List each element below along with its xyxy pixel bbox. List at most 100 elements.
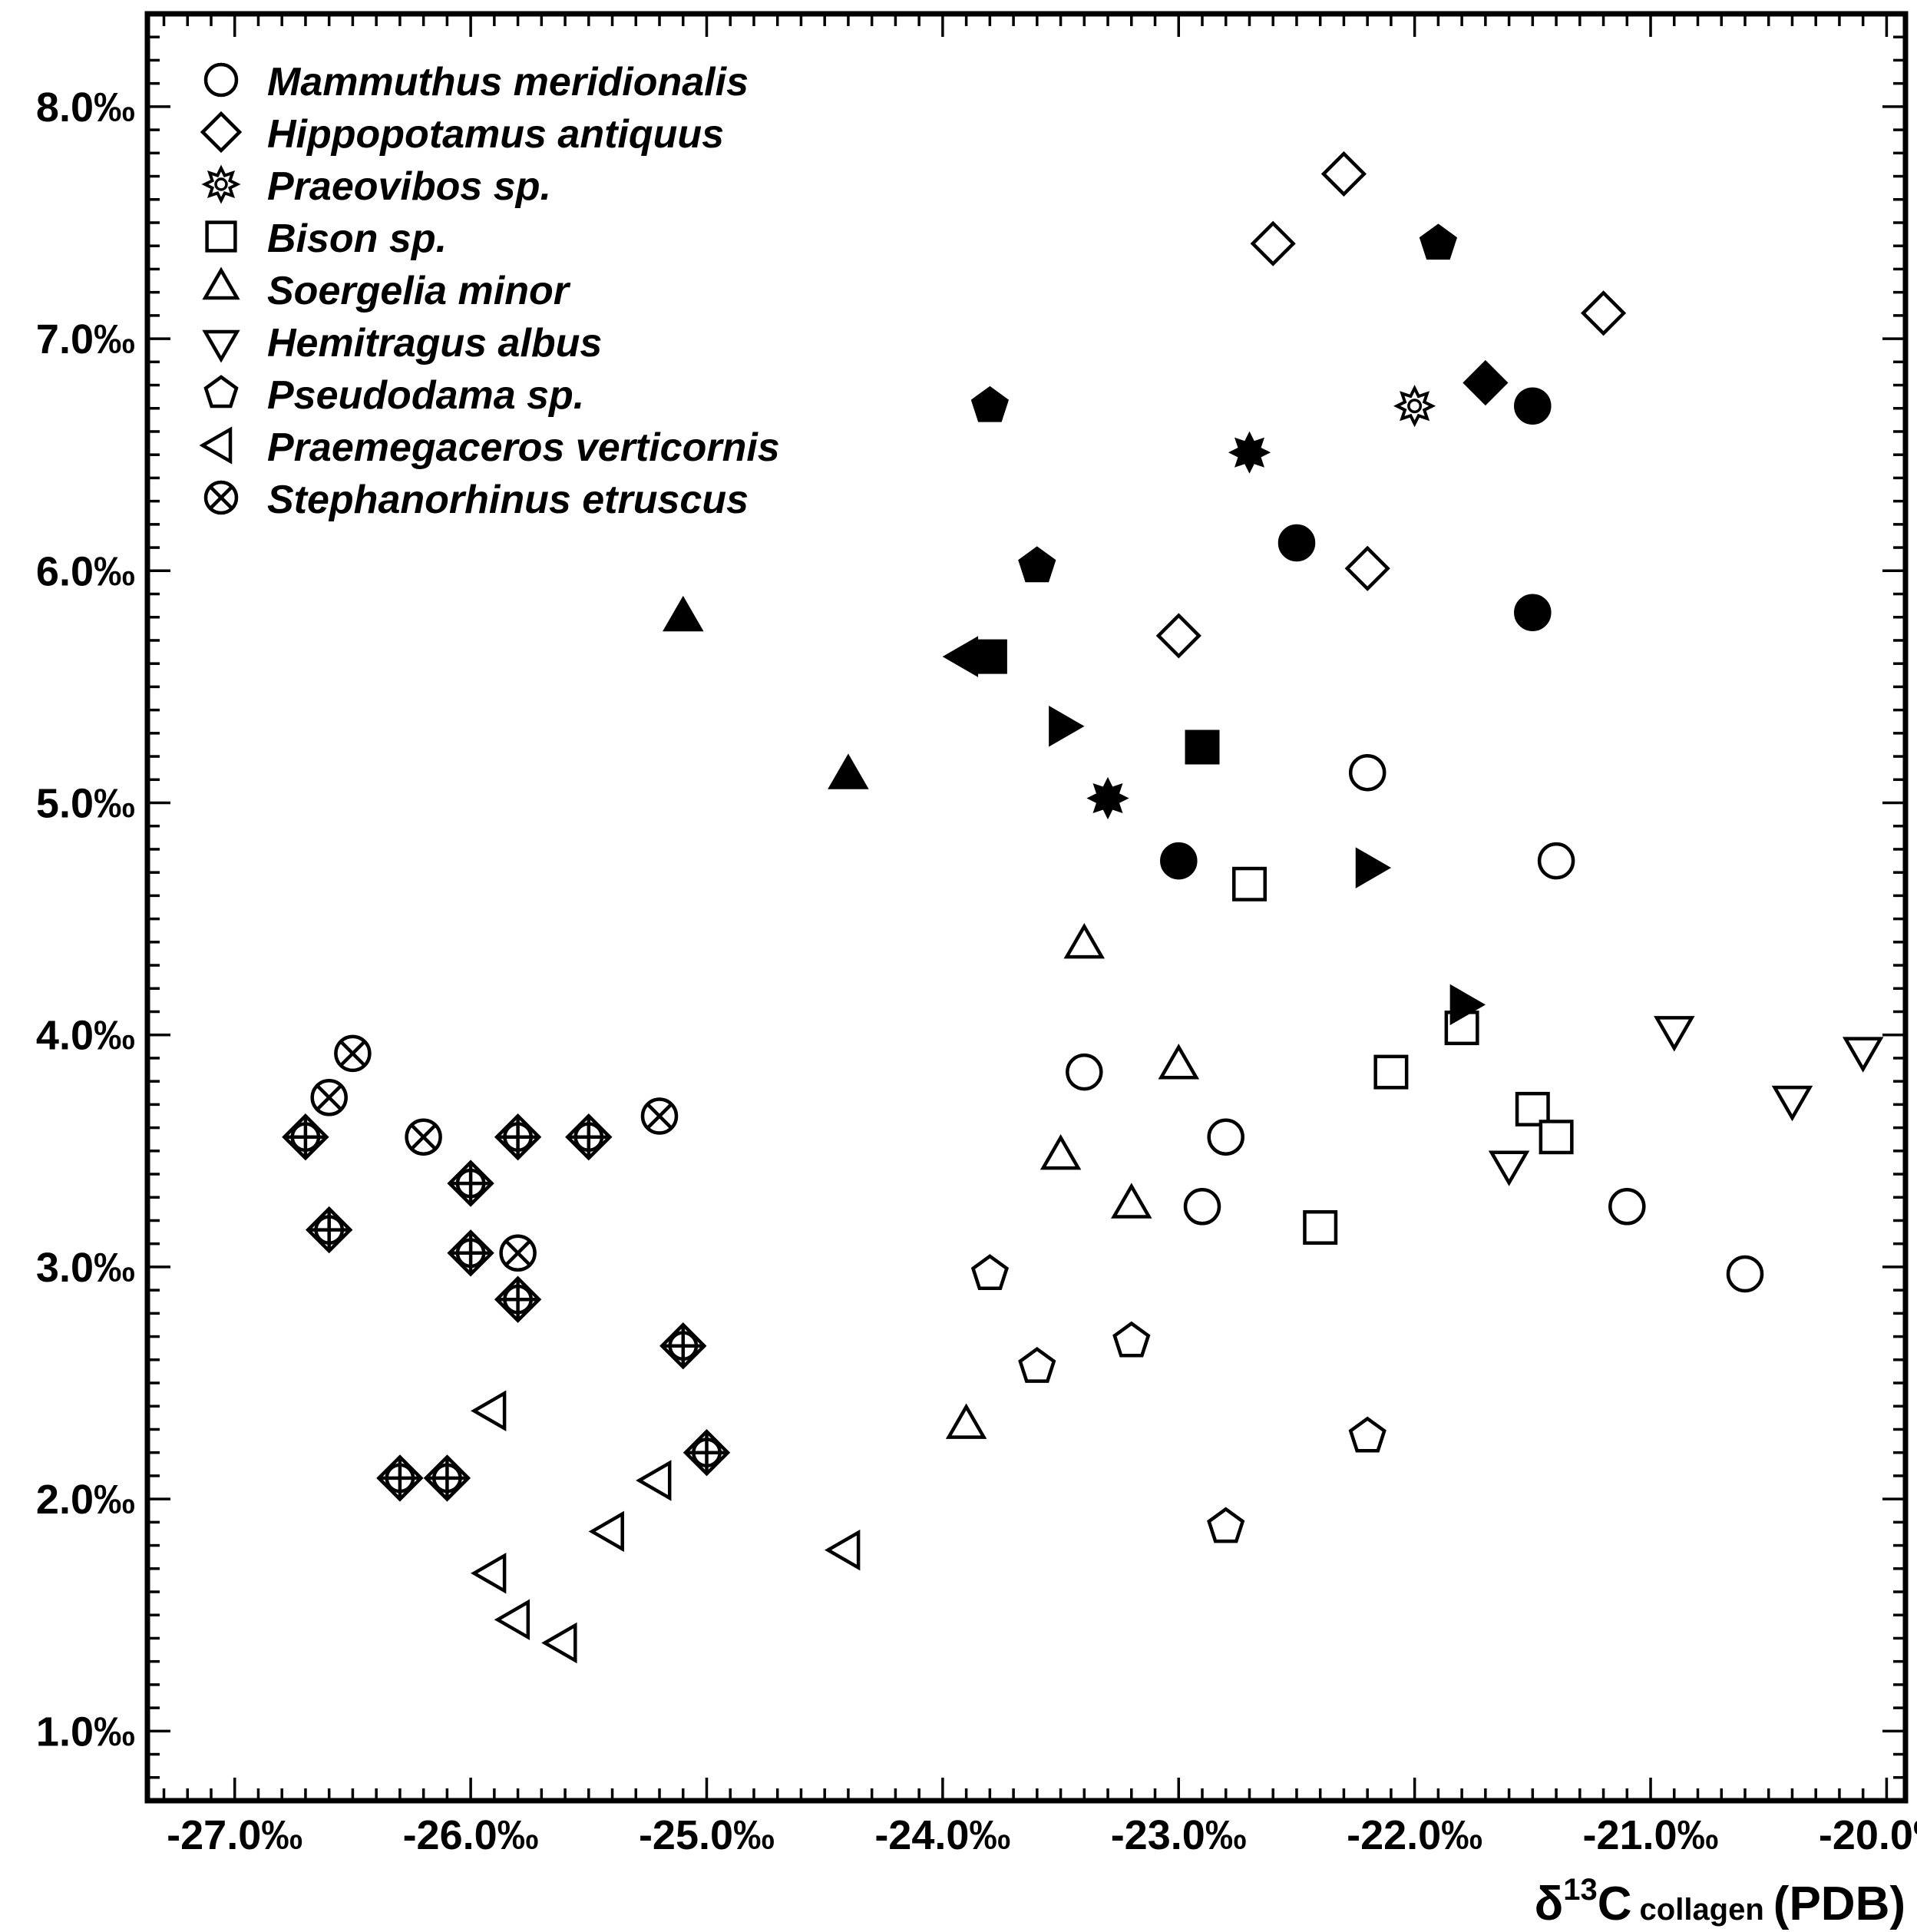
x-tick-label: -21.0‰: [1582, 1812, 1718, 1858]
legend-label: Hemitragus albus: [267, 321, 602, 366]
data-point-circle: [1514, 594, 1552, 631]
data-point-triangle-left: [541, 1622, 577, 1664]
legend-item: Pseudodama sp.: [203, 373, 584, 418]
data-point-square: [972, 639, 1007, 674]
data-point-triangle-left: [470, 1553, 507, 1594]
data-point-triangle-up: [1039, 1133, 1082, 1170]
data-points: [282, 151, 1884, 1664]
data-point-circle-plus-diamond: [659, 1322, 707, 1370]
data-point-pentagon: [1112, 1321, 1151, 1358]
data-point-circle-x: [640, 1097, 679, 1135]
data-point-star: [1228, 431, 1271, 474]
data-point-square: [205, 220, 237, 253]
data-point-pentagon: [203, 375, 239, 409]
y-tick-label: 6.0‰: [36, 548, 135, 594]
data-point-circle: [1066, 1053, 1103, 1091]
data-point-circle-plus-diamond: [494, 1275, 542, 1323]
data-point-square: [1303, 1210, 1338, 1245]
data-point-pentagon: [1419, 223, 1458, 260]
data-point-triangle-up: [1111, 1183, 1152, 1219]
legend-label: Soergelia minor: [267, 269, 571, 313]
data-point-star: [201, 164, 241, 204]
legend-item: Praeovibos sp.: [201, 164, 551, 209]
data-point-pentagon: [970, 385, 1010, 422]
data-point-circle-x: [203, 480, 239, 515]
legend-label: Stephanorhinus etruscus: [267, 478, 749, 522]
data-point-triangle-left: [199, 426, 233, 465]
x-tick-label: -25.0‰: [639, 1812, 775, 1858]
data-point-circle-plus-diamond: [282, 1113, 329, 1161]
data-point-circle-x: [310, 1079, 348, 1117]
legend-item: Bison sp.: [205, 217, 447, 261]
data-point-circle-plus-diamond: [306, 1206, 353, 1254]
data-point-square: [1232, 866, 1267, 901]
x-axis-label: δ13C collagen (PDB): [1535, 1873, 1905, 1930]
data-point-circle-plus-diamond: [423, 1454, 471, 1502]
data-point-diamond: [1250, 220, 1296, 266]
data-point-triangle-down: [1654, 1016, 1695, 1052]
data-point-circle-plus-diamond: [565, 1113, 613, 1161]
x-tick-label: -27.0‰: [167, 1812, 302, 1858]
legend-item: Soergelia minor: [202, 266, 571, 313]
data-point-pentagon: [1207, 1507, 1245, 1543]
data-point-circle-x: [499, 1234, 537, 1272]
data-point-triangle-up: [202, 266, 240, 300]
data-point-diamond: [200, 111, 243, 154]
legend-item: Hippopotamus antiquus: [200, 111, 724, 157]
data-point-circle: [1608, 1188, 1646, 1226]
data-point-square: [1515, 1091, 1550, 1126]
x-tick-label: -23.0‰: [1111, 1812, 1247, 1858]
data-point-circle-x: [334, 1034, 372, 1073]
data-point-triangle-left: [942, 636, 979, 677]
data-point-triangle-down: [202, 329, 240, 363]
data-point-circle: [1348, 753, 1387, 792]
y-tick-label: 2.0‰: [36, 1477, 135, 1523]
data-point-circle: [203, 62, 239, 98]
y-tick-label: 7.0‰: [36, 316, 135, 362]
data-point-circle-plus-diamond: [683, 1429, 731, 1477]
data-point-triangle-up: [1063, 922, 1106, 959]
data-point-circle-x: [405, 1118, 442, 1156]
data-point-triangle-left: [494, 1599, 530, 1641]
data-point-triangle-down: [1842, 1037, 1884, 1073]
data-point-pentagon: [1018, 546, 1056, 583]
data-point-triangle-left: [470, 1390, 507, 1432]
data-point-square: [1539, 1120, 1574, 1155]
data-point-star: [1086, 776, 1129, 820]
data-point-circle: [1207, 1118, 1244, 1156]
data-point-triangle-right: [1355, 847, 1392, 888]
legend-item: Praemegaceros verticornis: [199, 425, 780, 470]
data-point-square: [1373, 1054, 1409, 1090]
data-point-triangle-left: [824, 1529, 861, 1571]
data-point-circle-plus-diamond: [376, 1454, 424, 1502]
data-point-circle: [1537, 842, 1575, 880]
data-point-square: [1185, 729, 1220, 765]
data-point-diamond: [1344, 545, 1390, 591]
legend-label: Praemegaceros verticornis: [267, 425, 780, 470]
legend-item: Hemitragus albus: [202, 321, 602, 366]
data-point-star: [1393, 385, 1436, 428]
data-point-pentagon: [1348, 1416, 1387, 1453]
data-point-triangle-right: [1449, 984, 1486, 1026]
data-point-circle: [1277, 524, 1316, 562]
data-point-diamond: [1320, 151, 1367, 197]
data-point-triangle-right: [1049, 706, 1085, 747]
legend-label: Pseudodama sp.: [267, 373, 584, 418]
y-tick-label: 1.0‰: [36, 1709, 135, 1755]
data-point-triangle-up: [828, 753, 869, 789]
x-tick-label: -20.0‰: [1819, 1812, 1917, 1858]
data-point-pentagon: [970, 1254, 1010, 1290]
legend-label: Hippopotamus antiquus: [267, 112, 724, 157]
x-tick-label: -22.0‰: [1347, 1812, 1482, 1858]
data-point-triangle-up: [945, 1403, 987, 1439]
data-point-circle: [1160, 842, 1198, 880]
x-tick-label: -26.0‰: [403, 1812, 539, 1858]
data-point-triangle-left: [588, 1510, 624, 1553]
data-point-triangle-down: [1488, 1150, 1530, 1186]
data-point-circle: [1726, 1255, 1764, 1293]
legend-item: Mammuthus meridionalis: [203, 60, 749, 104]
plot-frame: [144, 11, 1909, 1804]
data-point-pentagon: [1018, 1347, 1056, 1383]
legend-label: Praeovibos sp.: [267, 164, 551, 209]
legend: Mammuthus meridionalis Hippopotamus antiq…: [199, 60, 780, 522]
